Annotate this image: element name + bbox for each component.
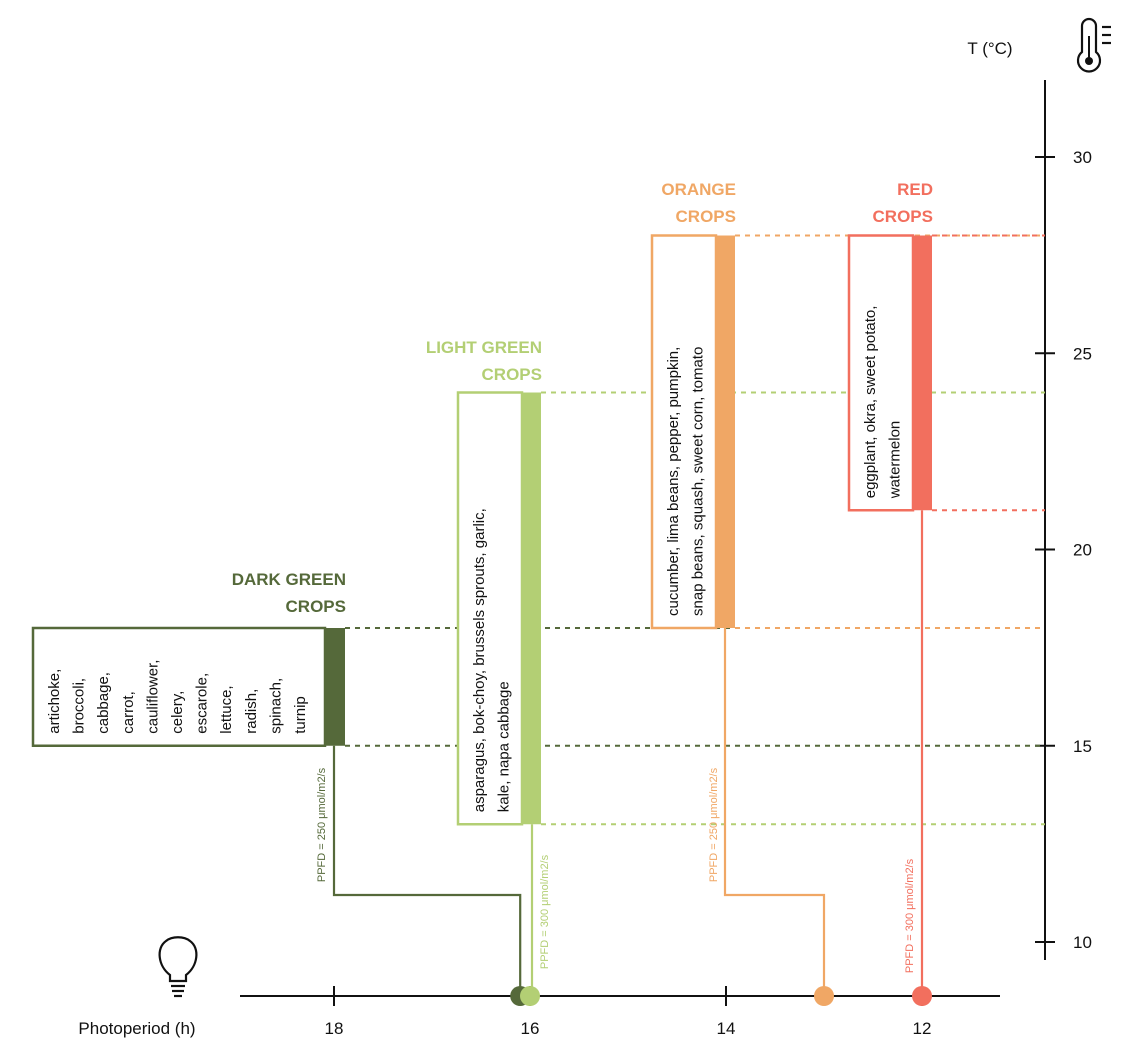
group-title-line1: DARK GREEN — [232, 570, 346, 589]
photoperiod-dot — [814, 986, 834, 1006]
temperature-axis-label: T (°C) — [967, 39, 1012, 58]
crop-list-line: broccoli, — [71, 678, 88, 734]
temperature-tick-label: 20 — [1073, 541, 1092, 560]
group-title-line2: CROPS — [286, 597, 346, 616]
temperature-tick-label: 30 — [1073, 148, 1092, 167]
crop-list-line: asparagus, bok-choy, brussels sprouts, g… — [471, 508, 488, 812]
photoperiod-axis: Photoperiod (h) 18 16 14 12 — [78, 936, 1000, 1038]
crop-list-line: cucumber, lima beans, pepper, pumpkin, — [665, 347, 682, 616]
crop-list-line: escarole, — [194, 673, 211, 734]
ppfd-label: PPFD = 250 μmol/m2/s — [708, 767, 720, 882]
crop-list-line: lettuce, — [218, 685, 235, 733]
photoperiod-tick-label: 18 — [325, 1019, 344, 1038]
temperature-tick-label: 10 — [1073, 933, 1092, 952]
crop-list-line: turnip — [292, 696, 309, 734]
group-red: RED CROPS eggplant, okra, sweet potato, wat… — [847, 180, 1045, 1006]
temperature-axis: T (°C) 30 25 20 15 10 — [967, 17, 1111, 960]
crop-box — [456, 391, 524, 826]
lightbulb-icon — [158, 936, 198, 998]
ppfd-label: PPFD = 250 μmol/m2/s — [316, 767, 328, 882]
crop-list-line: watermelon — [887, 421, 904, 500]
group-title-line2: CROPS — [482, 365, 542, 384]
crop-list-line: cauliflower, — [144, 660, 161, 734]
photoperiod-tick-label: 12 — [913, 1019, 932, 1038]
crop-box — [847, 234, 915, 512]
group-title-line2: CROPS — [676, 207, 736, 226]
photoperiod-connector — [723, 628, 826, 996]
photoperiod-dot — [912, 986, 932, 1006]
photoperiod-axis-label: Photoperiod (h) — [78, 1019, 195, 1038]
ppfd-label: PPFD = 300 μmol/m2/s — [904, 858, 916, 973]
thermometer-icon — [1076, 17, 1111, 73]
crop-box — [650, 234, 718, 630]
crop-list-line: celery, — [169, 691, 186, 734]
temperature-range-bar — [522, 392, 541, 825]
group-title-line1: RED — [897, 180, 933, 199]
temperature-range-bar — [913, 235, 932, 511]
group-title-line1: ORANGE — [661, 180, 736, 199]
photoperiod-tick-label: 16 — [521, 1019, 540, 1038]
group-orange: ORANGE CROPS cucumber, lima beans, pepper,… — [650, 180, 1045, 1006]
crop-groups: DARK GREEN CROPS artichoke, broccoli, cabbag… — [31, 180, 1045, 1006]
temperature-range-bar — [325, 628, 345, 746]
crop-list-line: kale, napa cabbage — [496, 681, 513, 812]
group-dark-green: DARK GREEN CROPS artichoke, broccoli, cabbag… — [31, 570, 1045, 1006]
group-title-line1: LIGHT GREEN — [426, 338, 542, 357]
crop-list-line: radish, — [243, 689, 260, 734]
crop-list-line: carrot, — [120, 691, 137, 734]
group-light-green: LIGHT GREEN CROPS asparagus, bok-choy, bru… — [426, 338, 1045, 1006]
temperature-ticks: 30 25 20 15 10 — [1035, 148, 1092, 952]
group-title-line2: CROPS — [873, 207, 933, 226]
crop-list-line: artichoke, — [46, 669, 63, 734]
temperature-tick-label: 25 — [1073, 344, 1092, 363]
temperature-tick-label: 15 — [1073, 737, 1092, 756]
ppfd-label: PPFD = 300 μmol/m2/s — [539, 854, 551, 969]
temperature-range-bar — [716, 235, 735, 628]
crop-list-line: snap beans, squash, sweet corn, tomato — [690, 347, 707, 616]
photoperiod-connector — [332, 745, 522, 996]
crop-list-line: spinach, — [267, 678, 284, 734]
crop-list-line: eggplant, okra, sweet potato, — [862, 306, 879, 499]
photoperiod-ticks: 18 16 14 12 — [325, 986, 932, 1038]
crop-list-line: cabbage, — [95, 672, 112, 734]
photoperiod-tick-label: 14 — [717, 1019, 736, 1038]
photoperiod-dot — [520, 986, 540, 1006]
